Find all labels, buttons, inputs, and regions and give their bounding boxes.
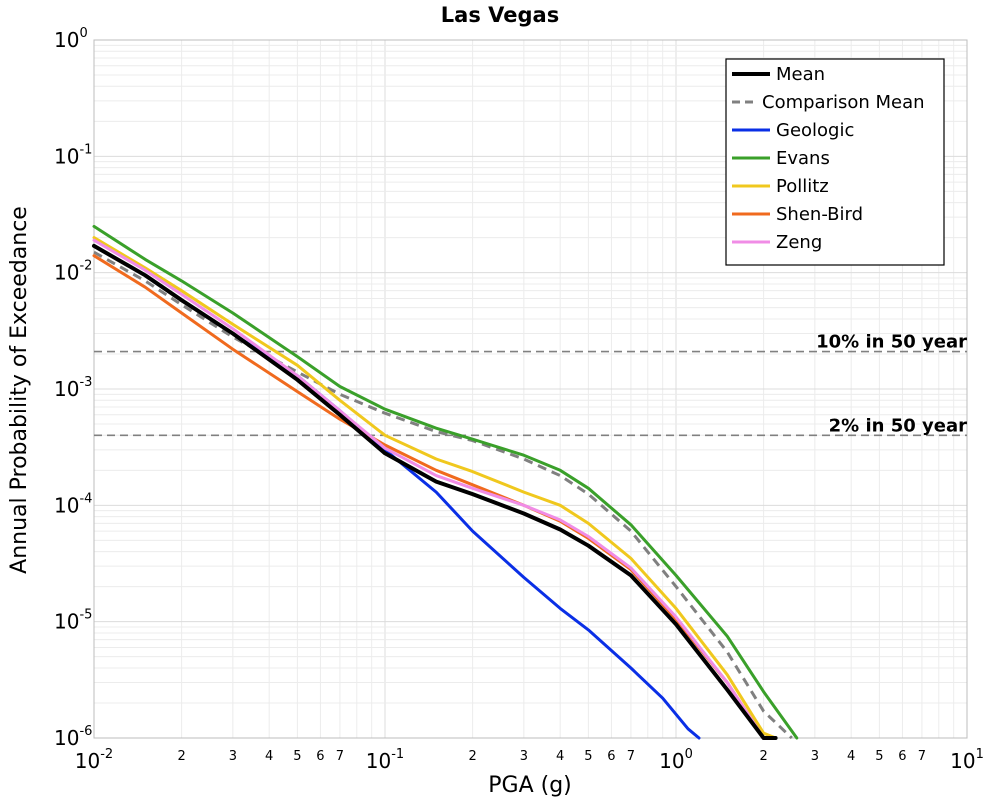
x-minor-tick-label: 3	[229, 749, 237, 764]
x-axis-label: PGA (g)	[488, 773, 572, 798]
y-tick-label: 100	[54, 26, 88, 52]
legend-box	[725, 58, 945, 266]
y-tick-label: 10-3	[54, 375, 92, 401]
x-minor-tick-label: 4	[556, 749, 564, 764]
x-minor-tick-label: 2	[759, 749, 767, 764]
x-tick-label: 10-2	[75, 747, 113, 773]
y-tick-label: 10-6	[54, 724, 92, 750]
x-minor-tick-label: 6	[607, 749, 615, 764]
x-minor-tick-label: 2	[177, 749, 185, 764]
chart-title: Las Vegas	[441, 3, 559, 27]
x-minor-tick-label: 4	[847, 749, 855, 764]
y-tick-label: 10-1	[54, 142, 92, 168]
x-tick-label: 10-1	[366, 747, 404, 773]
x-minor-tick-label: 5	[584, 749, 592, 764]
legend-label: Shen-Bird	[776, 204, 863, 225]
x-minor-tick-label: 4	[265, 749, 273, 764]
x-minor-tick-label: 3	[811, 749, 819, 764]
reference-lines: 10% in 50 year 2% in 50 year	[94, 332, 967, 436]
legend-label: Evans	[776, 148, 830, 169]
reference-line-label: 10% in 50 year	[816, 332, 967, 353]
x-minor-tick-label: 2	[468, 749, 476, 764]
x-minor-tick-label: 7	[336, 749, 344, 764]
legend-label: Mean	[776, 64, 825, 85]
x-minor-tick-label: 3	[520, 749, 528, 764]
x-tick-label: 101	[950, 747, 984, 773]
legend-label: Pollitz	[776, 176, 829, 197]
series-line-zeng	[92, 238, 778, 740]
legend-label: Comparison Mean	[762, 92, 925, 113]
reference-line-label: 2% in 50 year	[829, 415, 967, 436]
x-minor-tick-label: 6	[898, 749, 906, 764]
x-minor-tick-label: 5	[293, 749, 301, 764]
legend-label: Geologic	[776, 120, 854, 141]
x-minor-tick-label: 7	[627, 749, 635, 764]
y-axis-label: Annual Probability of Exceedance	[7, 206, 32, 574]
series-line-pollitz	[92, 236, 778, 740]
legend-label: Zeng	[776, 232, 822, 253]
x-minor-tick-label: 5	[875, 749, 883, 764]
x-minor-tick-label: 7	[918, 749, 926, 764]
plot-area	[93, 39, 968, 739]
y-tick-label: 10-2	[54, 259, 92, 285]
y-tick-label: 10-4	[54, 491, 92, 517]
x-minor-tick-label: 6	[316, 749, 324, 764]
y-tick-label: 10-5	[54, 608, 92, 634]
series-line-mean	[92, 243, 778, 740]
x-tick-label: 100	[659, 747, 693, 773]
series-lines	[92, 224, 799, 740]
series-line-evans	[92, 224, 799, 740]
legend: Mean Comparison Mean Geologic Evans Pollitz S…	[725, 58, 945, 266]
